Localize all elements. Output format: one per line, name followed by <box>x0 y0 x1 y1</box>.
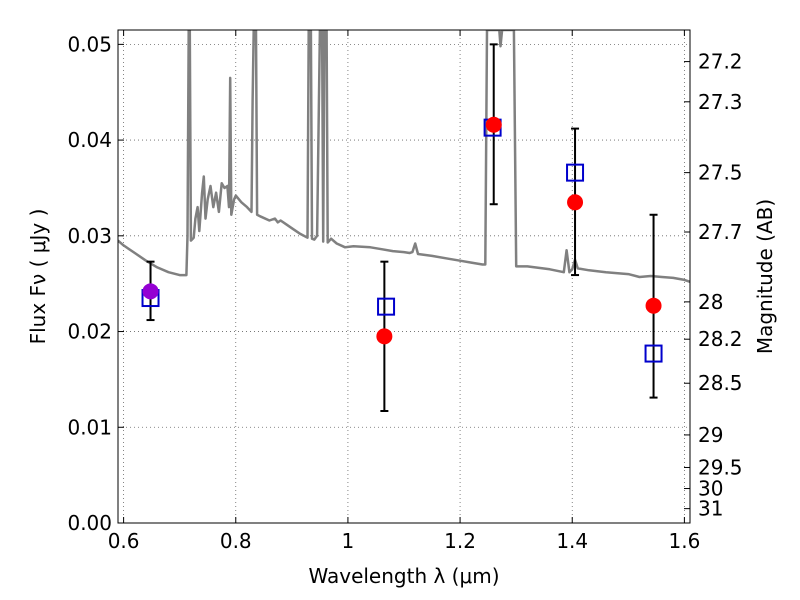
x-tick-label: 1.2 <box>444 529 476 553</box>
observed-flux-point <box>645 297 662 314</box>
y-tick-label: 0.01 <box>67 415 112 439</box>
y-tick-label: 0.03 <box>67 224 112 248</box>
y-axis-label: Flux Fν ( μJy ) <box>26 209 50 345</box>
x-tick-label: 1.6 <box>668 529 700 553</box>
mag-tick-label: 27.2 <box>698 50 743 74</box>
observed-flux-point <box>485 116 502 133</box>
y-tick-label: 0.00 <box>67 511 112 535</box>
grid-lines <box>118 30 690 524</box>
model-spectrum-line <box>118 30 690 283</box>
observed-flux-point <box>142 283 159 300</box>
x-tick-label: 1 <box>342 529 355 553</box>
y-tick-label: 0.04 <box>67 128 112 152</box>
x-tick-label: 0.6 <box>108 529 140 553</box>
mag-tick-label: 29.5 <box>698 455 743 479</box>
x-tick-label: 0.8 <box>220 529 252 553</box>
y2-axis-label: Magnitude (AB) <box>753 199 777 354</box>
mag-tick-label: 29 <box>698 423 723 447</box>
observed-flux-point <box>567 194 584 211</box>
model-flux-square <box>644 344 663 363</box>
mag-tick-label: 27.5 <box>698 161 743 185</box>
mag-tick-label: 28.2 <box>698 327 743 351</box>
plot-frame <box>117 29 691 524</box>
mag-tick-label: 28 <box>698 290 723 314</box>
mag-tick-label: 28.5 <box>698 371 743 395</box>
y-tick-label: 0.05 <box>67 32 112 56</box>
x-tick-label: 1.4 <box>556 529 588 553</box>
axes-layer: 0.6 0.8 1 1.2 1.4 1.6 0.00 0.01 0.02 0.03 0.04 0.05… <box>67 30 743 553</box>
model-flux-square <box>566 163 585 182</box>
observed-flux-point <box>376 328 393 345</box>
model-flux-square <box>377 297 396 316</box>
y-tick-label: 0.02 <box>67 320 112 344</box>
mag-tick-label: 30 <box>698 477 723 501</box>
model-spectrum-layer <box>118 30 690 283</box>
mag-tick-label: 27.7 <box>698 220 743 244</box>
data-points-layer <box>141 43 663 412</box>
mag-tick-label: 27.3 <box>698 90 743 114</box>
x-axis-label: Wavelength λ (μm) <box>308 564 499 588</box>
mag-tick-label: 31 <box>698 497 723 521</box>
